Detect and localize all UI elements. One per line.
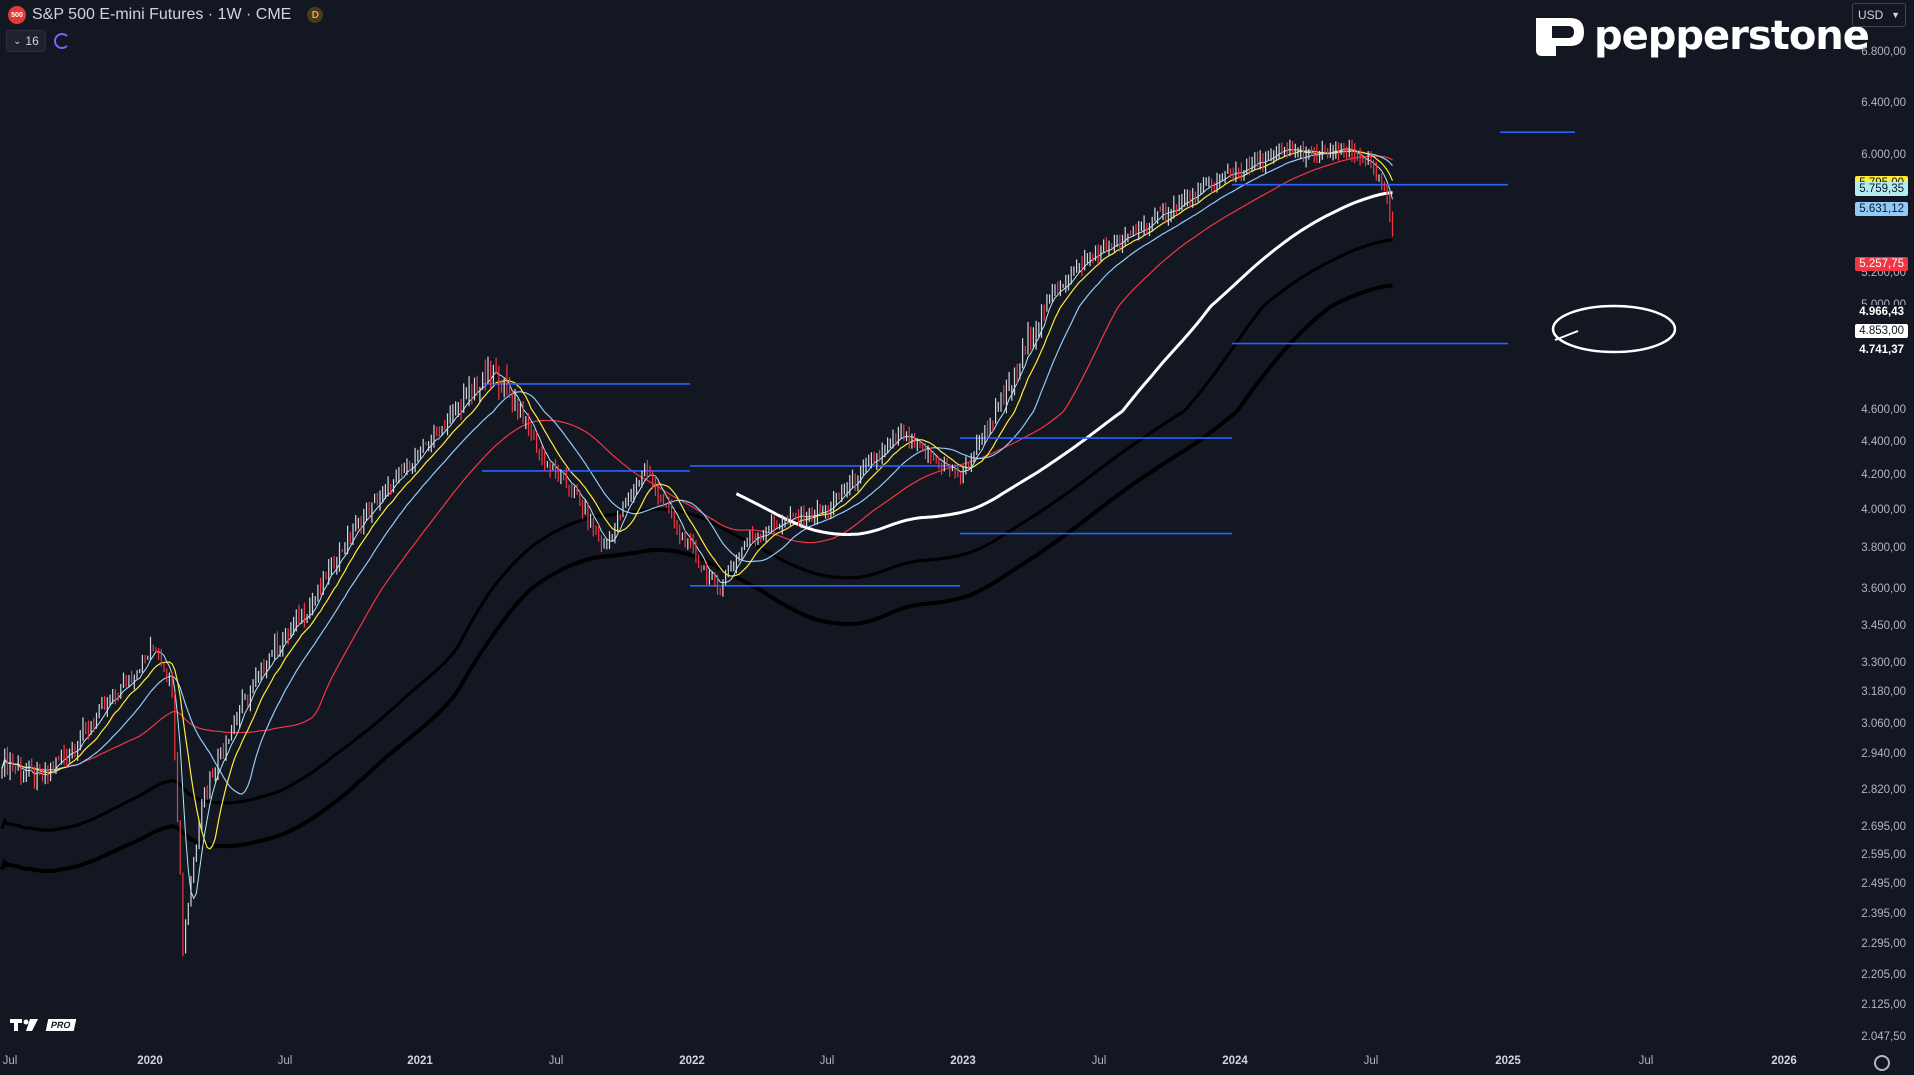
gear-icon[interactable] (1874, 1055, 1890, 1071)
symbol-title[interactable]: S&P 500 E-mini Futures · 1W · CME (32, 6, 292, 23)
pepperstone-mark-icon (1536, 18, 1584, 56)
target-arrow-line (1554, 330, 1579, 341)
ma-fast-line (1, 148, 1393, 900)
price-label: 4.966,43 (1855, 305, 1908, 319)
time-label: Jul (277, 1055, 293, 1067)
horizontal-levels (482, 131, 1575, 587)
time-label: 2020 (137, 1055, 163, 1067)
currency-select[interactable]: USD ▼ (1852, 3, 1906, 27)
chevron-down-icon: ⌄ (13, 35, 22, 47)
time-label: 2025 (1495, 1055, 1521, 1067)
price-tick: 2.395,00 (1861, 908, 1906, 920)
ma-blue-line (1, 150, 1393, 795)
price-tick: 3.800,00 (1861, 542, 1906, 554)
indicators-bar: ⌄ 16 (6, 30, 70, 52)
price-label: 5.257,75 (1855, 257, 1908, 271)
moving-averages (0, 148, 1394, 900)
price-tick: 4.600,00 (1861, 404, 1906, 416)
price-tick: 6.800,00 (1861, 46, 1906, 58)
sync-icon[interactable] (53, 33, 70, 49)
brand-logo: pepperstone (1530, 12, 1870, 60)
price-tick: 2.205,00 (1861, 969, 1906, 981)
price-tick: 6.400,00 (1861, 97, 1906, 109)
indicator-count: 16 (25, 34, 39, 48)
price-tick: 4.400,00 (1861, 436, 1906, 448)
price-tick: 2.595,00 (1861, 849, 1906, 861)
price-label: 5.631,12 (1855, 202, 1908, 216)
ma-black-line-2 (0, 238, 1393, 832)
time-label: Jul (548, 1055, 564, 1067)
time-label: 2026 (1771, 1055, 1797, 1067)
tradingview-icon (10, 1019, 38, 1031)
price-chart[interactable] (0, 0, 1848, 1048)
indicators-toggle-button[interactable]: ⌄ 16 (6, 30, 46, 52)
time-label: 2023 (950, 1055, 976, 1067)
price-label: 5.759,35 (1855, 182, 1908, 196)
target-zone-ellipse[interactable] (1551, 304, 1677, 354)
price-tick: 2.295,00 (1861, 938, 1906, 950)
price-tick: 2.047,50 (1861, 1031, 1906, 1043)
tradingview-logo: PRO (10, 1017, 76, 1033)
time-label: Jul (1363, 1055, 1379, 1067)
ma-yellow-line (1, 150, 1394, 850)
time-label: Jul (819, 1055, 835, 1067)
price-tick: 2.495,00 (1861, 878, 1906, 890)
price-tick: 4.200,00 (1861, 469, 1906, 481)
symbol-logo-icon: 500 (8, 6, 26, 24)
data-delay-badge[interactable]: D (307, 7, 324, 23)
price-tick: 2.695,00 (1861, 821, 1906, 833)
candles (1, 139, 1394, 957)
price-tick: 3.600,00 (1861, 583, 1906, 595)
ma-white-line (735, 191, 1393, 537)
price-label: 4.853,00 (1855, 324, 1908, 338)
price-tick: 3.180,00 (1861, 686, 1906, 698)
price-tick: 3.300,00 (1861, 657, 1906, 669)
price-tick: 6.000,00 (1861, 149, 1906, 161)
chart-header: 500 S&P 500 E-mini Futures · 1W · CME D (0, 0, 324, 30)
currency-label: USD (1858, 8, 1884, 22)
price-tick: 2.940,00 (1861, 748, 1906, 760)
time-label: 2024 (1222, 1055, 1248, 1067)
ma-red-line (1, 155, 1393, 771)
time-label: Jul (2, 1055, 18, 1067)
chevron-down-icon: ▼ (1891, 10, 1900, 20)
price-label: 4.741,37 (1855, 343, 1908, 357)
brand-name: pepperstone (1594, 13, 1870, 59)
time-label: Jul (1638, 1055, 1654, 1067)
price-tick: 4.000,00 (1861, 504, 1906, 516)
price-tick: 2.820,00 (1861, 784, 1906, 796)
price-tick: 3.450,00 (1861, 620, 1906, 632)
price-tick: 3.060,00 (1861, 718, 1906, 730)
tv-pro-badge: PRO (45, 1019, 76, 1031)
time-label: 2022 (679, 1055, 705, 1067)
ma-black-line (0, 283, 1393, 874)
time-label: Jul (1091, 1055, 1107, 1067)
time-label: 2021 (407, 1055, 433, 1067)
price-tick: 2.125,00 (1861, 999, 1906, 1011)
